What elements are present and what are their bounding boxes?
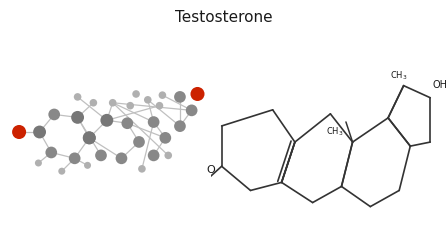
Circle shape (164, 152, 172, 159)
Circle shape (190, 87, 204, 101)
Text: Testosterone: Testosterone (175, 10, 273, 25)
Circle shape (83, 132, 96, 144)
Text: CH$_3$: CH$_3$ (390, 69, 408, 82)
Circle shape (45, 147, 57, 158)
Text: CH$_3$: CH$_3$ (326, 126, 344, 138)
Circle shape (159, 91, 166, 99)
Circle shape (33, 126, 46, 138)
Circle shape (69, 152, 81, 164)
Circle shape (121, 117, 133, 129)
Circle shape (71, 111, 84, 124)
Circle shape (138, 165, 146, 173)
Circle shape (74, 93, 82, 101)
Circle shape (133, 136, 145, 148)
Circle shape (84, 162, 91, 169)
Circle shape (83, 132, 96, 144)
Circle shape (90, 99, 97, 107)
Circle shape (95, 150, 107, 161)
Circle shape (109, 99, 116, 107)
Text: O: O (206, 165, 215, 175)
Circle shape (48, 109, 60, 120)
Circle shape (132, 90, 140, 98)
Circle shape (174, 120, 186, 132)
Circle shape (126, 102, 134, 109)
Circle shape (148, 116, 159, 128)
Circle shape (174, 91, 186, 103)
Circle shape (35, 160, 42, 167)
Circle shape (155, 102, 163, 109)
Circle shape (148, 150, 159, 161)
Circle shape (159, 132, 171, 144)
Circle shape (116, 152, 127, 164)
Circle shape (100, 114, 113, 127)
Circle shape (144, 96, 151, 104)
Circle shape (12, 125, 26, 139)
Text: OH: OH (432, 80, 448, 90)
Circle shape (58, 168, 65, 175)
Circle shape (186, 104, 198, 116)
